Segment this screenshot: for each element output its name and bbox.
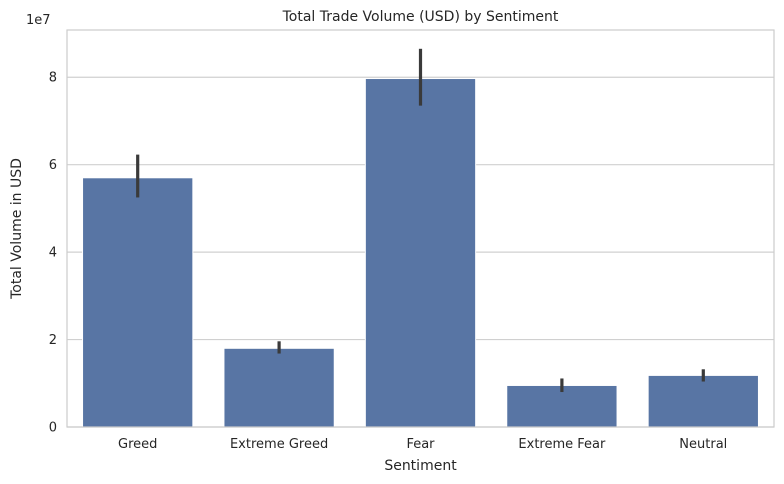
x-tick-label: Fear bbox=[406, 437, 435, 452]
bar bbox=[647, 374, 759, 428]
tick-labels: 0 2 4 6 8 Greed Extreme Greed Fear Extreme Fear N… bbox=[49, 71, 728, 452]
x-tick-label: Extreme Fear bbox=[518, 437, 606, 452]
plot-frame bbox=[66, 29, 775, 428]
y-tick-label: 8 bbox=[49, 71, 57, 86]
y-axis-offset-label: 1e7 bbox=[26, 13, 51, 28]
x-tick-label: Extreme Greed bbox=[230, 437, 328, 452]
bar bbox=[82, 177, 194, 428]
bar bbox=[223, 347, 335, 428]
y-axis-label: Total Volume in USD bbox=[9, 158, 25, 300]
y-tick-label: 2 bbox=[49, 333, 57, 348]
bars bbox=[82, 78, 759, 428]
y-tick-label: 4 bbox=[49, 246, 57, 261]
error-bars bbox=[136, 48, 705, 393]
chart-title: Total Trade Volume (USD) by Sentiment bbox=[282, 9, 559, 25]
y-tick-label: 6 bbox=[49, 158, 57, 173]
x-tick-label: Neutral bbox=[679, 437, 727, 452]
y-tick-label: 0 bbox=[49, 421, 57, 436]
x-tick-label: Greed bbox=[118, 437, 157, 452]
x-axis-label: Sentiment bbox=[384, 458, 457, 474]
bar bbox=[506, 384, 618, 428]
bar bbox=[364, 78, 477, 428]
